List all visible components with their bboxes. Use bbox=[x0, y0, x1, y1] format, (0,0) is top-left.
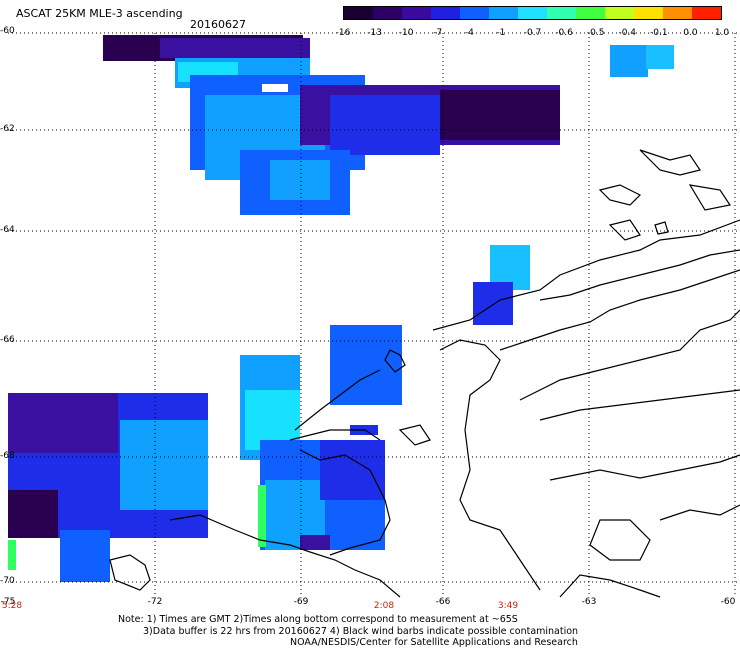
color-scale-segment bbox=[460, 7, 489, 19]
color-scale-segment bbox=[518, 7, 547, 19]
color-scale-bar bbox=[343, 6, 722, 20]
note-line-3: NOAA/NESDIS/Center for Satellite Applica… bbox=[290, 637, 578, 648]
time-label-208: 2:08 bbox=[373, 601, 395, 611]
color-scale-segment bbox=[634, 7, 663, 19]
swath-sc-upper bbox=[330, 325, 402, 405]
note-line-2: 3)Data buffer is 22 hrs from 20160627 4)… bbox=[143, 626, 579, 637]
swath-north-top-blue bbox=[160, 38, 310, 58]
color-scale-segment bbox=[576, 7, 605, 19]
color-scale-segment bbox=[402, 7, 431, 19]
color-scale-tick-label: -0.5 bbox=[586, 28, 605, 38]
lat-label-60: -60 bbox=[0, 26, 15, 36]
lat-label-62: -62 bbox=[0, 124, 15, 134]
swath-ne-square bbox=[610, 45, 648, 77]
color-scale-segment bbox=[663, 7, 692, 19]
time-label-349: 3:49 bbox=[497, 601, 519, 611]
swath-sc-green bbox=[258, 485, 266, 547]
coastline bbox=[109, 149, 740, 598]
swath-sw-cyan bbox=[120, 420, 208, 510]
color-scale-tick-label: -1 bbox=[496, 28, 506, 38]
color-scale-segment bbox=[344, 7, 373, 19]
color-scale-tick-label: -0.6 bbox=[555, 28, 573, 38]
swath-north-tail-cyan bbox=[270, 160, 330, 200]
color-scale-tick-label: -0.7 bbox=[523, 28, 542, 38]
lat-label-70: -70 bbox=[0, 576, 15, 586]
swath-sc-purple bbox=[300, 535, 330, 550]
lon-label-72: -72 bbox=[147, 597, 163, 607]
color-scale-segment bbox=[547, 7, 576, 19]
map-date: 20160627 bbox=[190, 18, 246, 31]
swath-north-east-deep bbox=[440, 90, 560, 140]
swath-north-hole bbox=[262, 84, 288, 92]
lat-label-68: -68 bbox=[0, 451, 15, 461]
swath-sc-blue bbox=[320, 440, 385, 500]
lon-label-60: -60 bbox=[720, 597, 736, 607]
lon-label-69: -69 bbox=[293, 597, 309, 607]
swath-north-east-blue bbox=[330, 95, 440, 155]
swath-sw-deep2 bbox=[8, 490, 58, 538]
ascat-data-swaths bbox=[8, 35, 674, 582]
swath-ne-square2 bbox=[646, 45, 674, 69]
color-scale-segment bbox=[692, 7, 721, 19]
map-title: ASCAT 25KM MLE-3 ascending bbox=[16, 7, 183, 20]
color-scale-tick-label: -4 bbox=[464, 28, 474, 38]
color-scale-segment bbox=[373, 7, 402, 19]
lon-label-66: -66 bbox=[435, 597, 451, 607]
color-scale-tick-label: 0.0 bbox=[683, 28, 698, 38]
color-scale-tick-label: -16 bbox=[335, 28, 351, 38]
time-label-528: 5:28 bbox=[1, 601, 23, 611]
color-scale-segment bbox=[431, 7, 460, 19]
swath-sw-green bbox=[8, 540, 16, 570]
color-scale-tick-label: -10 bbox=[398, 28, 414, 38]
color-scale-tick-label: -13 bbox=[367, 28, 382, 38]
swath-sw-deep bbox=[8, 393, 118, 453]
lon-label-75: -75 bbox=[0, 597, 16, 607]
lat-label-66: -66 bbox=[0, 335, 15, 345]
color-scale-tick-label: -0.4 bbox=[618, 28, 637, 38]
color-scale-segment bbox=[489, 7, 518, 19]
swath-sw-lower bbox=[60, 530, 110, 582]
color-scale-segment bbox=[605, 7, 634, 19]
lon-label-63: -63 bbox=[581, 597, 597, 607]
color-scale-tick-label: -7 bbox=[433, 28, 443, 38]
note-line-1: Note: 1) Times are GMT 2)Times along bot… bbox=[118, 614, 518, 625]
swath-mid-blue bbox=[473, 282, 513, 325]
lat-label-64: -64 bbox=[0, 225, 15, 235]
color-scale-tick-label: -0.1 bbox=[650, 28, 668, 38]
color-scale-tick-label: 1.0 bbox=[714, 28, 730, 38]
